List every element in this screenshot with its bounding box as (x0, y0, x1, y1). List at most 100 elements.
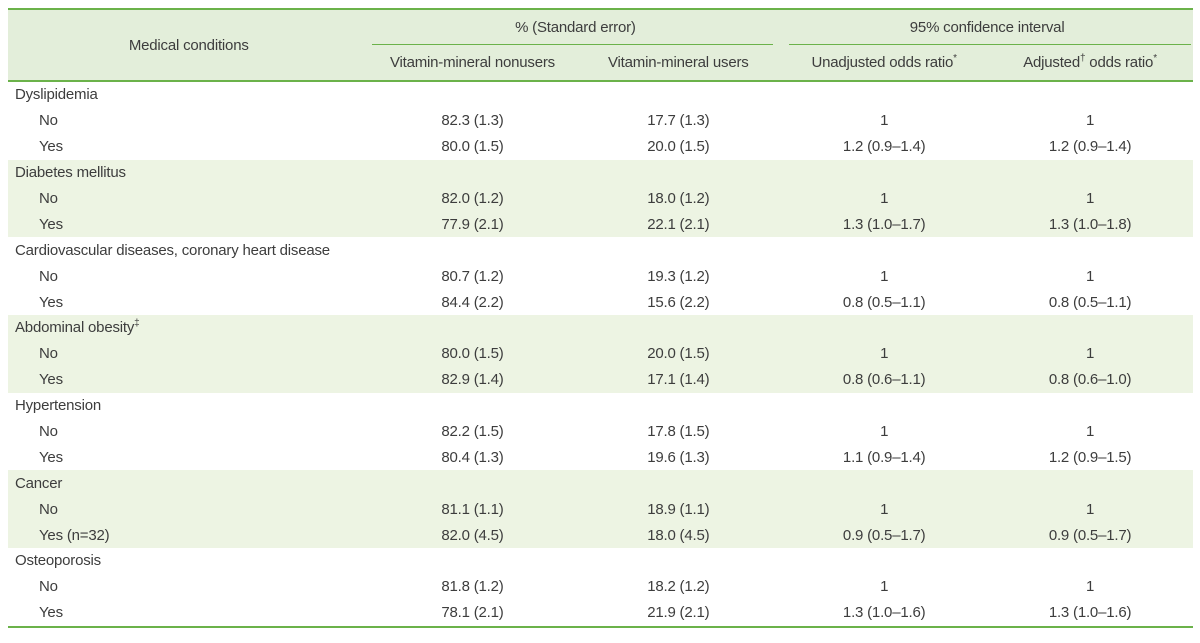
condition-footnote-marker: ‡ (134, 318, 140, 330)
row-label-cell: No (39, 112, 58, 130)
nonusers-cell: 80.4 (1.3) (441, 448, 504, 466)
unadjusted-or-cell: 1.3 (1.0–1.6) (842, 604, 926, 622)
condition-group-row: Abdominal obesity‡ (8, 315, 1193, 341)
empty-cell (575, 81, 781, 108)
adjusted-or-cell: 1.3 (1.0–1.8) (1048, 215, 1132, 233)
users-cell: 22.1 (2.1) (647, 215, 710, 233)
condition-name: Hypertension (15, 397, 101, 415)
empty-cell (370, 81, 576, 108)
condition-name: Abdominal obesity (15, 319, 135, 337)
empty-cell (781, 160, 987, 186)
adjusted-or-cell: 1 (1085, 500, 1095, 518)
empty-cell (575, 315, 781, 341)
condition-data-row: Yes 77.9 (2.1) 22.1 (2.1) 1.3 (1.0–1.7) 1.3 … (8, 211, 1193, 238)
empty-cell (370, 160, 576, 186)
adjusted-or-cell: 1 (1085, 578, 1095, 596)
unadjusted-or-cell: 1 (880, 578, 889, 596)
unadjusted-or-cell: 1.3 (1.0–1.7) (842, 215, 926, 233)
empty-cell (987, 315, 1193, 341)
condition-group-row: Diabetes mellitus (8, 159, 1193, 186)
row-label-cell: Yes (39, 604, 63, 622)
condition-data-row: Yes 84.4 (2.2) 15.6 (2.2) 0.8 (0.5–1.1) 0.8 … (8, 289, 1193, 315)
nonusers-cell: 82.2 (1.5) (441, 423, 504, 441)
empty-cell (781, 548, 987, 574)
row-label-cell: Yes (39, 448, 63, 466)
empty-cell (781, 81, 987, 108)
header-users: Vitamin-mineral users (575, 45, 782, 81)
condition-data-row: Yes 80.4 (1.3) 19.6 (1.3) 1.1 (0.9–1.4) 1.2 … (8, 444, 1193, 470)
empty-cell (781, 393, 987, 419)
nonusers-cell: 78.1 (2.1) (441, 604, 504, 622)
condition-name: Dyslipidemia (15, 86, 98, 104)
adjusted-or-cell: 1 (1085, 112, 1095, 130)
condition-name: Diabetes mellitus (15, 164, 126, 182)
users-cell: 18.9 (1.1) (647, 500, 710, 518)
empty-cell (575, 393, 781, 419)
condition-group-row: Dyslipidemia (8, 81, 1193, 108)
condition-data-row: No 82.2 (1.5) 17.8 (1.5) 1 1 (8, 419, 1193, 445)
row-label-cell: No (39, 267, 58, 285)
empty-cell (370, 548, 576, 574)
condition-name-cell: Abdominal obesity‡ (8, 315, 370, 341)
row-label-cell: No (39, 500, 58, 518)
header-confidence-interval-group: 95% confidence interval (781, 9, 1193, 45)
medical-conditions-odds-ratio-table: Medical conditions % (Standard error) 95… (8, 8, 1193, 628)
empty-cell (987, 470, 1193, 496)
condition-group-row: Cardiovascular diseases, coronary heart … (8, 237, 1193, 263)
row-label-cell: No (39, 345, 58, 363)
empty-cell (575, 237, 781, 263)
condition-name: Osteoporosis (15, 552, 101, 570)
empty-cell (987, 81, 1193, 108)
nonusers-cell: 77.9 (2.1) (441, 215, 504, 233)
row-label-cell: Yes (39, 371, 63, 389)
adjusted-or-cell: 0.9 (0.5–1.7) (1048, 526, 1132, 544)
users-cell: 17.1 (1.4) (647, 371, 710, 389)
unadjusted-or-cell: 0.8 (0.6–1.1) (842, 371, 926, 389)
nonusers-cell: 81.1 (1.1) (441, 500, 504, 518)
empty-cell (987, 393, 1193, 419)
condition-data-row: No 82.0 (1.2) 18.0 (1.2) 1 1 (8, 185, 1193, 212)
empty-cell (370, 237, 576, 263)
unadjusted-or-cell: 1 (880, 112, 889, 130)
nonusers-cell: 82.9 (1.4) (441, 371, 504, 389)
empty-cell (987, 548, 1193, 574)
unadjusted-or-cell: 0.8 (0.5–1.1) (842, 293, 926, 311)
empty-cell (370, 393, 576, 419)
header-nonusers: Vitamin-mineral nonusers (369, 45, 576, 81)
footnote-marker: * (953, 53, 957, 64)
table-body: Dyslipidemia No 82.3 (1.3) 17.7 (1.3) 1 1 Yes 8… (8, 81, 1193, 627)
row-label-cell: Yes (39, 293, 63, 311)
adjusted-or-cell: 1 (1085, 267, 1095, 285)
condition-data-row: No 80.7 (1.2) 19.3 (1.2) 1 1 (8, 263, 1193, 289)
users-cell: 19.6 (1.3) (647, 448, 710, 466)
nonusers-cell: 80.7 (1.2) (441, 267, 504, 285)
unadjusted-or-cell: 0.9 (0.5–1.7) (842, 526, 926, 544)
adjusted-or-cell: 1.2 (0.9–1.4) (1048, 138, 1132, 156)
empty-cell (575, 470, 781, 496)
unadjusted-or-cell: 1 (880, 423, 889, 441)
empty-cell (781, 470, 987, 496)
row-label-cell: Yes (39, 138, 63, 156)
adjusted-or-cell: 1.2 (0.9–1.5) (1048, 448, 1132, 466)
condition-group-row: Hypertension (8, 393, 1193, 419)
header-adjusted-odds-ratio: Adjusted† odds ratio* (987, 45, 1193, 81)
page: Medical conditions % (Standard error) 95… (0, 8, 1200, 643)
empty-cell (575, 160, 781, 186)
adjusted-or-cell: 1 (1085, 345, 1095, 363)
unadjusted-or-cell: 1 (880, 190, 889, 207)
empty-cell (370, 470, 576, 496)
header-spanner-row: Medical conditions % (Standard error) 95… (8, 9, 1193, 81)
row-label-cell: Yes (n=32) (39, 526, 110, 544)
condition-data-row: Yes (n=32) 82.0 (4.5) 18.0 (4.5) 0.9 (0.5–1… (8, 522, 1193, 549)
users-cell: 18.0 (4.5) (647, 526, 710, 544)
header-subcolumn-row: Vitamin-mineral nonusers Vitamin-mineral… (8, 45, 1193, 81)
empty-cell (987, 237, 1193, 263)
empty-cell (987, 160, 1193, 186)
condition-data-row: Yes 80.0 (1.5) 20.0 (1.5) 1.2 (0.9–1.4) 1.2 … (8, 134, 1193, 160)
row-label-cell: Yes (39, 215, 63, 233)
condition-data-row: No 82.3 (1.3) 17.7 (1.3) 1 1 (8, 108, 1193, 134)
adjusted-or-cell: 1.3 (1.0–1.6) (1048, 604, 1132, 622)
header-unadjusted-text: Unadjusted odds ratio (811, 54, 954, 71)
nonusers-cell: 82.0 (1.2) (441, 190, 504, 207)
users-cell: 20.0 (1.5) (647, 138, 710, 156)
